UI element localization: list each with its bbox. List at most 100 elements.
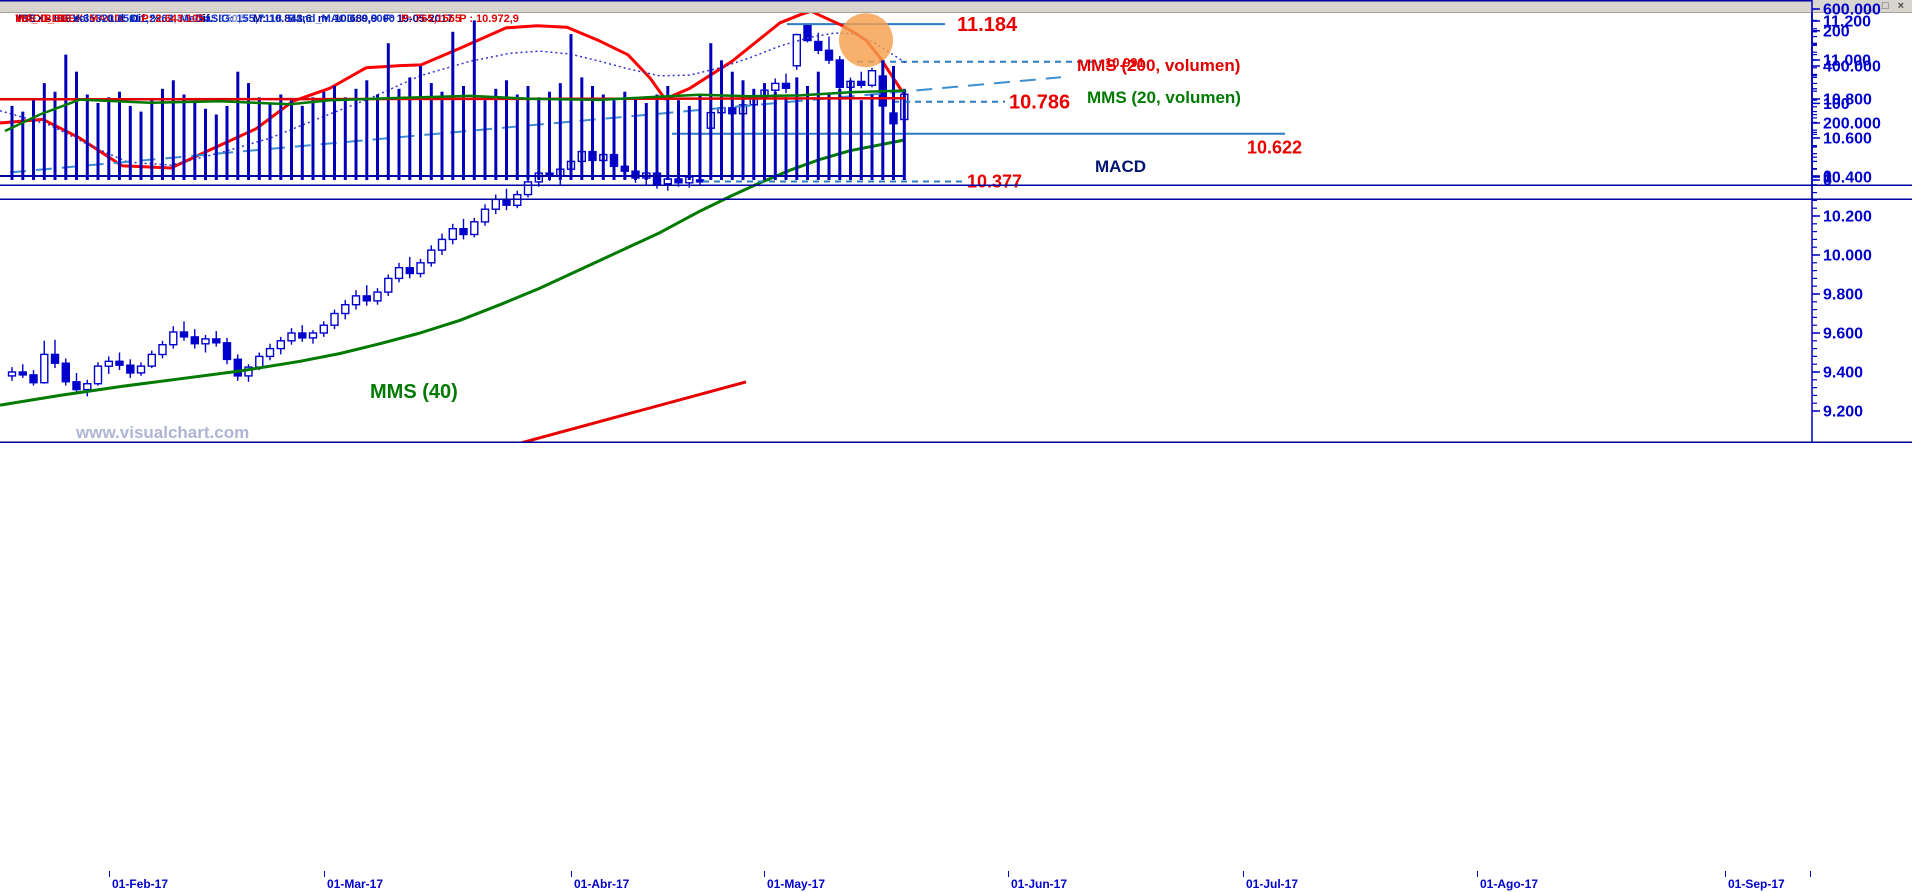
- volume-bar: [139, 111, 143, 180]
- volume-bar: [386, 43, 390, 181]
- candle-body: [190, 336, 200, 345]
- title-segment: 150,5: [219, 13, 247, 25]
- volume-bar: [505, 80, 508, 181]
- volume-bar: [773, 91, 777, 180]
- volume-bar: [75, 71, 78, 180]
- volume-bar: [763, 83, 766, 180]
- price-level-label-10.991: 10.991: [1105, 55, 1145, 70]
- candle-body: [427, 249, 436, 264]
- candle-body: [405, 267, 414, 275]
- candle-body: [255, 355, 264, 368]
- candle-body: [126, 364, 135, 374]
- x-axis-tick: [571, 871, 572, 877]
- red-trendline: [514, 380, 747, 443]
- date-axis: 01-Feb-17 01-Mar-17 01-Abr-17 01-May-17 01-J…: [0, 871, 1912, 892]
- volume-bar: [161, 88, 164, 180]
- volume-bar: [720, 60, 723, 180]
- candle-body: [287, 332, 296, 342]
- candle-body: [136, 365, 146, 374]
- title-segment: Vol_.IBEX: [15, 13, 73, 25]
- candle-body: [523, 181, 533, 196]
- y-axis-tick-label: 10.800: [1823, 92, 1872, 109]
- volume-bar: [558, 83, 562, 180]
- x-axis-tick: [1008, 871, 1009, 877]
- volume-bar: [236, 71, 240, 180]
- volume-mms20-line: [4, 89, 906, 133]
- y-axis-tick-label: 10.200: [1823, 209, 1872, 226]
- title-segment: 111,2262: [129, 13, 180, 25]
- candle-body: [373, 291, 382, 302]
- x-axis-tick: [109, 871, 110, 877]
- volume-bar: [85, 94, 89, 180]
- volume-bar: [96, 103, 100, 180]
- volume-bar: [10, 105, 14, 180]
- volume-bar: [494, 88, 498, 180]
- maximize-button[interactable]: □: [1881, 0, 1889, 12]
- candle-body: [298, 332, 307, 339]
- title-segment: MACD_.IBEX: [15, 13, 89, 25]
- volume-panel-titlebar: Vol_.IBEX Vol: 320.250 P: 2.643.105 _ □ …: [0, 0, 1912, 25]
- volume-bar: [580, 77, 584, 180]
- candle-body: [265, 347, 275, 358]
- volume-bar: [881, 60, 885, 180]
- x-axis-date-label: 01-Mar-17: [327, 877, 384, 891]
- volume-chart[interactable]: MMS (200, volumen) MMS (20, volumen) 0 200.…: [0, 0, 1912, 200]
- volume-panel-window-controls: _ □ ×: [1867, 0, 1904, 13]
- volume-bar: [795, 77, 799, 180]
- volume-bar: [838, 88, 842, 180]
- volume-bar: [849, 80, 852, 181]
- macd-trendline: [9, 76, 1062, 174]
- volume-bar: [816, 71, 820, 180]
- volume-bar: [644, 103, 648, 180]
- candle-body: [201, 338, 210, 345]
- volume-bar: [870, 94, 874, 180]
- candle-body: [40, 353, 49, 384]
- candle-body: [771, 82, 780, 91]
- volume-bar: [408, 77, 412, 180]
- volume-bar: [171, 80, 175, 181]
- candle-body: [115, 360, 124, 366]
- y-axis-tick-label: 0: [1823, 169, 1832, 186]
- title-segment: Dif.:: [189, 13, 220, 25]
- volume-bar: [21, 111, 25, 180]
- volume-bar: [601, 94, 605, 180]
- close-button[interactable]: ×: [1897, 0, 1904, 12]
- volume-bar: [623, 91, 627, 180]
- candle-body: [319, 324, 328, 334]
- candle-body: [792, 33, 801, 67]
- x-axis-tick: [1810, 871, 1811, 877]
- minimize-button[interactable]: _: [1866, 0, 1873, 12]
- volume-bar: [247, 83, 250, 180]
- candle-body: [459, 227, 468, 236]
- volume-bar: [698, 94, 702, 180]
- candle-body: [83, 383, 92, 391]
- volume-bar: [806, 86, 809, 180]
- macd-panel-title: MACD_.IBEX MACD: 111,2262 MediaSIG: 155,…: [15, 13, 461, 25]
- volume-bar: [150, 100, 154, 180]
- volume-bar: [859, 100, 863, 180]
- y-axis-tick-label: 11.200: [1823, 14, 1871, 31]
- volume-bar: [591, 86, 594, 180]
- mms40-label: MMS (40): [370, 381, 458, 403]
- y-axis-tick-label: 9.200: [1823, 404, 1863, 421]
- volume-bar: [892, 66, 895, 180]
- volume-bar: [354, 88, 358, 180]
- volume-bar: [451, 31, 455, 180]
- candle-body: [233, 358, 243, 377]
- title-segment: Vol: 320.250: [72, 13, 142, 25]
- x-axis-date-label: 01-Jun-17: [1011, 877, 1068, 891]
- price-level-label-10.377: 10.377: [967, 172, 1022, 192]
- volume-bar: [472, 20, 476, 181]
- volume-mms200-label: MMS (200, volumen): [1077, 56, 1240, 75]
- title-segment: MACD:: [89, 13, 129, 25]
- candle-body: [351, 295, 361, 306]
- candle-body: [308, 332, 318, 339]
- y-axis-tick-label: 9.800: [1823, 287, 1863, 304]
- volume-bar: [107, 97, 111, 180]
- x-axis-tick: [324, 871, 325, 877]
- x-axis-date-label: 01-Feb-17: [112, 877, 169, 891]
- x-axis-tick: [1725, 871, 1726, 877]
- candle-body: [502, 198, 511, 206]
- volume-bar: [182, 94, 186, 180]
- y-axis-tick-label: 400.000: [1823, 59, 1881, 76]
